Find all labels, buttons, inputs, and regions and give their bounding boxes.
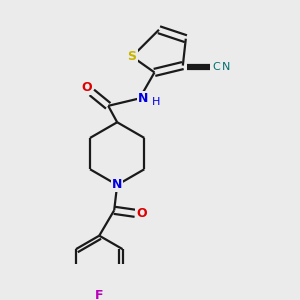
Text: C: C	[212, 62, 220, 72]
Text: H: H	[152, 97, 160, 107]
Text: O: O	[81, 80, 92, 94]
Text: N: N	[138, 92, 148, 105]
Text: N: N	[222, 62, 230, 72]
Text: S: S	[128, 50, 136, 63]
Text: O: O	[136, 207, 147, 220]
Text: F: F	[95, 290, 103, 300]
Text: N: N	[112, 178, 122, 191]
